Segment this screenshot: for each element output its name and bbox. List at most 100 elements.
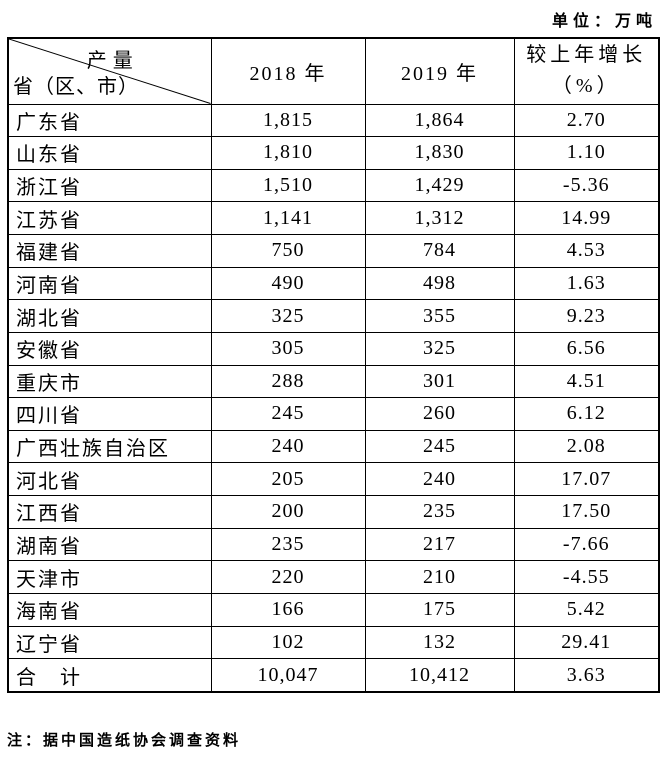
table-row: 浙江省 1,510 1,429 -5.36 [7,168,660,203]
corner-label-output: 产量 [86,50,139,72]
growth-cell: 5.42 [513,592,660,627]
value-2018-cell: 166 [210,592,366,627]
unit-label: 单位：万吨 [551,13,657,30]
province-cell: 江苏省 [7,201,212,235]
value-2018-cell: 245 [210,397,366,431]
growth-cell: 17.50 [513,495,660,529]
col-header-2019: 2019 年 [364,37,515,105]
table-row: 山东省 1,810 1,830 1.10 [7,136,660,170]
province-cell: 湖南省 [7,527,212,562]
growth-cell: 3.63 [513,658,660,693]
table-row: 湖南省 235 217 -7.66 [7,527,660,562]
table-row: 广西壮族自治区 240 245 2.08 [7,429,660,464]
value-2018-cell: 1,815 [210,103,366,138]
growth-cell: 4.53 [513,234,660,268]
province-cell: 江西省 [7,495,212,529]
table-row: 海南省 166 175 5.42 [7,592,660,627]
value-2018-cell: 288 [210,364,366,399]
growth-cell: 17.07 [513,462,660,496]
value-2018-cell: 750 [210,234,366,268]
province-cell: 湖北省 [7,299,212,333]
table-row: 安徽省 305 325 6.56 [7,331,660,366]
value-2018-cell: 240 [210,429,366,464]
province-cell: 天津市 [7,560,212,594]
table-row: 重庆市 288 301 4.51 [7,364,660,399]
value-2019-cell: 132 [364,625,515,660]
table-row: 湖北省 325 355 9.23 [7,299,660,333]
table-row: 四川省 245 260 6.12 [7,397,660,431]
growth-cell: 9.23 [513,299,660,333]
growth-cell: 6.12 [513,397,660,431]
table-row: 江西省 200 235 17.50 [7,495,660,529]
table-row: 河南省 490 498 1.63 [7,266,660,301]
value-2019-cell: 217 [364,527,515,562]
value-2019-cell: 175 [364,592,515,627]
province-cell: 辽宁省 [7,625,212,660]
growth-cell: -5.36 [513,168,660,203]
col-header-2018: 2018 年 [210,37,366,105]
growth-cell: -4.55 [513,560,660,594]
value-2019-cell: 784 [364,234,515,268]
table-row: 广东省 1,815 1,864 2.70 [7,103,660,138]
value-2018-cell: 305 [210,331,366,366]
province-cell: 广东省 [7,103,212,138]
corner-label-province: 省（区、市） [13,75,139,98]
table-row: 福建省 750 784 4.53 [7,234,660,268]
col-header-growth-line1: 较上年增长 [526,44,647,67]
value-2019-cell: 210 [364,560,515,594]
corner-header-cell: 产量 省（区、市） [7,37,212,105]
value-2018-cell: 325 [210,299,366,333]
value-2018-cell: 10,047 [210,658,366,693]
value-2019-cell: 260 [364,397,515,431]
table-row: 河北省 205 240 17.07 [7,462,660,496]
province-cell: 河北省 [7,462,212,496]
province-cell: 安徽省 [7,331,212,366]
value-2019-cell: 325 [364,331,515,366]
col-header-growth-line2: （%） [551,75,621,98]
value-2018-cell: 220 [210,560,366,594]
value-2018-cell: 200 [210,495,366,529]
province-cell: 山东省 [7,136,212,170]
value-2019-cell: 1,429 [364,168,515,203]
value-2018-cell: 1,141 [210,201,366,235]
production-table: 产量 省（区、市） 2018 年 2019 年 较上年增长 （%） 广东省 1,… [7,37,660,693]
growth-cell: 4.51 [513,364,660,399]
province-cell: 重庆市 [7,364,212,399]
province-cell: 广西壮族自治区 [7,429,212,464]
value-2019-cell: 498 [364,266,515,301]
value-2018-cell: 235 [210,527,366,562]
table-row: 天津市 220 210 -4.55 [7,560,660,594]
value-2019-cell: 235 [364,495,515,529]
value-2019-cell: 355 [364,299,515,333]
header-row: 产量 省（区、市） 2018 年 2019 年 较上年增长 （%） [7,37,660,105]
value-2018-cell: 1,810 [210,136,366,170]
province-cell: 海南省 [7,592,212,627]
value-2018-cell: 102 [210,625,366,660]
growth-cell: -7.66 [513,527,660,562]
growth-cell: 1.10 [513,136,660,170]
province-cell: 浙江省 [7,168,212,203]
value-2019-cell: 1,312 [364,201,515,235]
growth-cell: 1.63 [513,266,660,301]
growth-cell: 6.56 [513,331,660,366]
value-2019-cell: 301 [364,364,515,399]
growth-cell: 14.99 [513,201,660,235]
value-2019-cell: 1,864 [364,103,515,138]
value-2018-cell: 205 [210,462,366,496]
table-row: 江苏省 1,141 1,312 14.99 [7,201,660,235]
diagonal-divider-line [9,39,211,104]
value-2019-cell: 1,830 [364,136,515,170]
value-2018-cell: 490 [210,266,366,301]
growth-cell: 29.41 [513,625,660,660]
table-body: 广东省 1,815 1,864 2.70 山东省 1,810 1,830 1.1… [7,103,660,693]
table-row: 辽宁省 102 132 29.41 [7,625,660,660]
growth-cell: 2.08 [513,429,660,464]
province-cell: 合 计 [7,658,212,693]
province-cell: 福建省 [7,234,212,268]
value-2019-cell: 10,412 [364,658,515,693]
table-row: 合 计 10,047 10,412 3.63 [7,658,660,693]
value-2019-cell: 240 [364,462,515,496]
value-2018-cell: 1,510 [210,168,366,203]
value-2019-cell: 245 [364,429,515,464]
